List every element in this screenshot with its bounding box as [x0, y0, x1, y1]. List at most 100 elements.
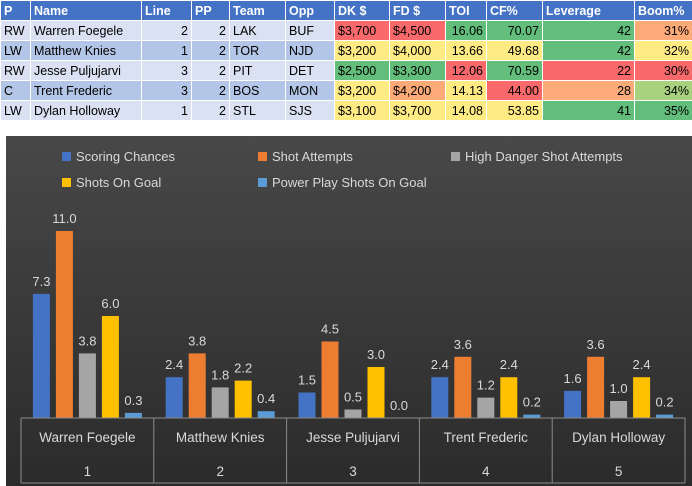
cell-team[interactable]: BOS: [229, 80, 286, 101]
cell-fd[interactable]: $3,700: [389, 100, 446, 121]
cell-p[interactable]: RW: [0, 60, 31, 81]
cell-name[interactable]: Dylan Holloway: [30, 100, 142, 121]
cell-leverage[interactable]: 42: [542, 20, 635, 41]
cell-boom[interactable]: 30%: [634, 60, 692, 81]
cell-fd[interactable]: $4,200: [389, 80, 446, 101]
table-row: LW Dylan Holloway 1 2 STL SJS $3,100 $3,700 14.0…: [0, 100, 692, 121]
column-header-line[interactable]: Line: [141, 0, 192, 21]
column-header-fd[interactable]: FD $: [389, 0, 446, 21]
cell-line[interactable]: 3: [141, 60, 192, 81]
cell-opp[interactable]: DET: [285, 60, 335, 81]
column-header-p[interactable]: P: [0, 0, 31, 21]
column-header-dk[interactable]: DK $: [334, 0, 390, 21]
cell-p[interactable]: LW: [0, 100, 31, 121]
cell-line[interactable]: 1: [141, 40, 192, 61]
cell-boom[interactable]: 35%: [634, 100, 692, 121]
column-header-pp[interactable]: PP: [191, 0, 230, 21]
bar: [477, 397, 495, 418]
column-header-name[interactable]: Name: [30, 0, 142, 21]
cell-line[interactable]: 3: [141, 80, 192, 101]
cell-pp[interactable]: 2: [191, 100, 230, 121]
data-label: 1.8: [211, 367, 229, 382]
cell-p[interactable]: LW: [0, 40, 31, 61]
cell-pp[interactable]: 2: [191, 20, 230, 41]
cell-dk[interactable]: $2,500: [334, 60, 390, 81]
cell-p[interactable]: RW: [0, 20, 31, 41]
cell-dk[interactable]: $3,200: [334, 40, 390, 61]
cell-team[interactable]: LAK: [229, 20, 286, 41]
bar: [610, 401, 628, 418]
cell-dk[interactable]: $3,700: [334, 20, 390, 41]
data-label: 0.5: [344, 390, 362, 405]
cell-boom[interactable]: 34%: [634, 80, 692, 101]
column-header-team[interactable]: Team: [229, 0, 286, 21]
cell-leverage[interactable]: 22: [542, 60, 635, 81]
cell-pp[interactable]: 2: [191, 80, 230, 101]
bar: [587, 356, 605, 418]
cell-toi[interactable]: 12.06: [445, 60, 487, 81]
bar-chart: Scoring Chances Shot Attempts High Danger …: [6, 136, 692, 486]
legend-swatch: [62, 152, 71, 161]
category-number: 1: [84, 464, 92, 479]
bar: [321, 341, 339, 418]
data-label: 0.2: [656, 395, 674, 410]
cell-team[interactable]: STL: [229, 100, 286, 121]
column-header-opp[interactable]: Opp: [285, 0, 335, 21]
cell-name[interactable]: Matthew Knies: [30, 40, 142, 61]
cell-cf[interactable]: 70.07: [486, 20, 543, 41]
data-label: 0.4: [257, 391, 275, 406]
column-header-cf[interactable]: CF%: [486, 0, 543, 21]
cell-opp[interactable]: MON: [285, 80, 335, 101]
cell-fd[interactable]: $3,300: [389, 60, 446, 81]
cell-leverage[interactable]: 41: [542, 100, 635, 121]
cell-toi[interactable]: 13.66: [445, 40, 487, 61]
cell-name[interactable]: Warren Foegele: [30, 20, 142, 41]
cell-dk[interactable]: $3,200: [334, 80, 390, 101]
data-label: 2.4: [633, 357, 651, 372]
bar: [188, 353, 206, 418]
data-label: 7.3: [32, 274, 50, 289]
bar: [257, 411, 275, 418]
cell-line[interactable]: 1: [141, 100, 192, 121]
cell-cf[interactable]: 49.68: [486, 40, 543, 61]
cell-cf[interactable]: 53.85: [486, 100, 543, 121]
category-number: 4: [482, 464, 490, 479]
cell-leverage[interactable]: 42: [542, 40, 635, 61]
cell-boom[interactable]: 31%: [634, 20, 692, 41]
cell-team[interactable]: TOR: [229, 40, 286, 61]
cell-boom[interactable]: 32%: [634, 40, 692, 61]
column-header-leverage[interactable]: Leverage: [542, 0, 635, 21]
cell-dk[interactable]: $3,100: [334, 100, 390, 121]
cell-fd[interactable]: $4,500: [389, 20, 446, 41]
bar: [165, 377, 183, 418]
cell-cf[interactable]: 70.59: [486, 60, 543, 81]
column-header-toi[interactable]: TOI: [445, 0, 487, 21]
cell-line[interactable]: 2: [141, 20, 192, 41]
cell-p[interactable]: C: [0, 80, 31, 101]
table-header-row: P Name Line PP Team Opp DK $ FD $ TOI CF% Leverage…: [0, 0, 692, 21]
column-header-boom[interactable]: Boom%: [634, 0, 692, 21]
cell-opp[interactable]: SJS: [285, 100, 335, 121]
category-number: 3: [349, 464, 357, 479]
cell-team[interactable]: PIT: [229, 60, 286, 81]
category-label: Jesse Puljujarvi: [306, 430, 400, 445]
cell-opp[interactable]: BUF: [285, 20, 335, 41]
cell-toi[interactable]: 16.06: [445, 20, 487, 41]
cell-toi[interactable]: 14.13: [445, 80, 487, 101]
cell-leverage[interactable]: 28: [542, 80, 635, 101]
cell-name[interactable]: Trent Frederic: [30, 80, 142, 101]
bar: [367, 367, 385, 418]
data-label: 0.3: [124, 393, 142, 408]
cell-opp[interactable]: NJD: [285, 40, 335, 61]
bar: [633, 377, 651, 418]
cell-fd[interactable]: $4,000: [389, 40, 446, 61]
cell-toi[interactable]: 14.08: [445, 100, 487, 121]
cell-pp[interactable]: 2: [191, 40, 230, 61]
legend-label: Power Play Shots On Goal: [272, 175, 427, 190]
data-label: 4.5: [321, 322, 339, 337]
cell-cf[interactable]: 44.00: [486, 80, 543, 101]
data-label: 3.6: [587, 337, 605, 352]
cell-pp[interactable]: 2: [191, 60, 230, 81]
cell-name[interactable]: Jesse Puljujarvi: [30, 60, 142, 81]
bar: [431, 377, 449, 418]
